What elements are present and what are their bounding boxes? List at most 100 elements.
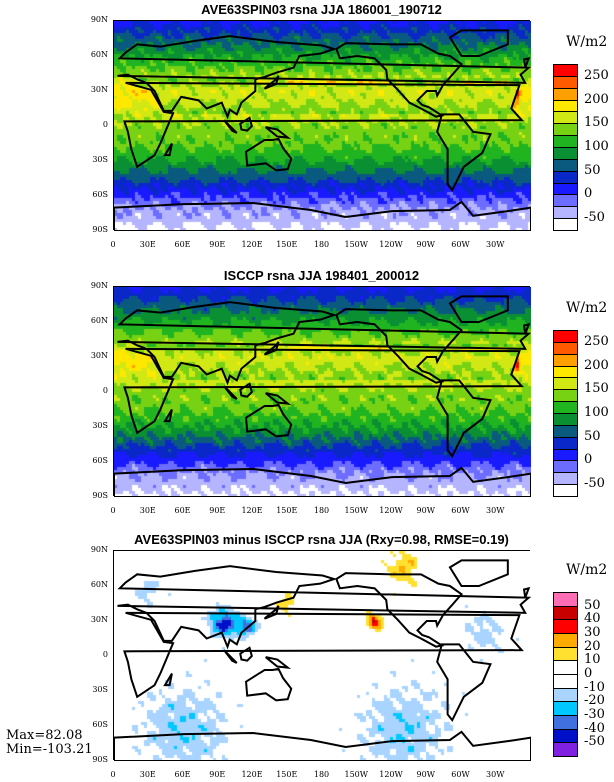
coastline-australia xyxy=(245,667,293,702)
colorbar-box xyxy=(553,633,578,648)
coastline-newguinea xyxy=(265,392,292,406)
colorbar-units: W/m2 xyxy=(566,300,608,316)
coastline-borneo xyxy=(239,116,253,132)
map-panel-2 xyxy=(113,286,531,497)
colorbar-box xyxy=(553,646,578,662)
colorbar-label: 30 xyxy=(584,625,601,640)
x-tick-label: 60E xyxy=(174,240,191,249)
colorbar-box xyxy=(553,742,578,757)
y-tick-label: 90N xyxy=(90,15,108,24)
x-tick-label: 60W xyxy=(451,770,470,779)
colorbar-units: W/m2 xyxy=(566,34,608,50)
colorbar-label: -50 xyxy=(584,734,605,750)
colorbar-label: -50 xyxy=(584,210,605,226)
coastlines xyxy=(114,295,531,497)
x-tick-label: 150W xyxy=(344,240,369,249)
x-tick-label: 150E xyxy=(276,240,298,249)
colorbar-label: 0 xyxy=(584,666,593,681)
x-tick-label: 30E xyxy=(139,770,156,779)
colorbar-units: W/m2 xyxy=(566,562,608,578)
coastline-greenland xyxy=(448,559,509,587)
x-tick-label: 60E xyxy=(174,506,191,515)
y-tick-label: 0 xyxy=(102,650,108,659)
x-tick-label: 60E xyxy=(174,770,191,779)
x-tick-label: 90W xyxy=(416,770,435,779)
coastline-eurasia xyxy=(117,565,531,650)
coastline-australia xyxy=(245,403,293,438)
coastline-africa xyxy=(123,347,524,435)
y-tick-label: 30S xyxy=(92,155,108,164)
coastline-greenland xyxy=(448,29,509,57)
coastline-sumatra xyxy=(223,385,238,400)
x-tick-label: 90W xyxy=(416,506,435,515)
y-tick-label: 90S xyxy=(92,491,108,500)
x-tick-label: 90E xyxy=(209,770,226,779)
colorbar-label: 20 xyxy=(584,638,601,654)
colorbar-box xyxy=(553,218,578,231)
x-tick-label: 60W xyxy=(451,506,470,515)
x-tick-label: 120W xyxy=(379,506,403,515)
x-tick-label: 90E xyxy=(209,240,226,249)
coastline-antarctica xyxy=(114,200,531,231)
stat-min: Min=-103.21 xyxy=(6,742,93,757)
y-tick-label: 30N xyxy=(90,351,108,360)
colorbar-label: -50 xyxy=(584,476,605,492)
x-tick-label: 120E xyxy=(241,506,263,515)
colorbar-label: 50 xyxy=(584,162,601,178)
colorbar-label: 200 xyxy=(584,91,609,107)
colorbar-box xyxy=(553,484,578,497)
x-tick-label: 30W xyxy=(486,240,505,249)
coastlines xyxy=(114,29,531,231)
coastline-samerica xyxy=(436,113,492,193)
x-tick-label: 180 xyxy=(313,240,330,249)
x-tick-label: 150E xyxy=(276,770,298,779)
coastline-newguinea xyxy=(265,656,292,670)
x-tick-label: 30W xyxy=(486,506,505,515)
coastline-uk xyxy=(522,322,531,335)
y-tick-label: 0 xyxy=(102,386,108,395)
coastline-africa xyxy=(123,81,524,169)
coastline-sumatra xyxy=(223,649,238,664)
coastline-samerica xyxy=(436,643,492,723)
coastline-namerica xyxy=(335,42,463,118)
x-tick-label: 0 xyxy=(110,506,116,515)
coastline-namerica xyxy=(335,308,463,384)
x-tick-label: 180 xyxy=(313,770,330,779)
coastline-japan xyxy=(263,75,280,90)
coastline-borneo xyxy=(239,382,253,398)
x-tick-label: 90E xyxy=(209,506,226,515)
y-tick-label: 30S xyxy=(92,685,108,694)
colorbar-box xyxy=(553,728,578,744)
plot-title: AVE63SPIN03 minus ISCCP rsna JJA (Rxy=0.… xyxy=(134,532,509,547)
x-tick-label: 90W xyxy=(416,240,435,249)
stat-max: Max=82.08 xyxy=(6,728,83,743)
y-tick-label: 90S xyxy=(92,225,108,234)
x-tick-label: 0 xyxy=(110,770,116,779)
map-panel-3 xyxy=(113,550,531,761)
plot-title: ISCCP rsna JJA 198401_200012 xyxy=(223,268,420,283)
colorbar-label: 10 xyxy=(584,652,601,668)
coastline-newguinea xyxy=(265,126,292,140)
coastline-sumatra xyxy=(223,119,238,134)
y-tick-label: 90N xyxy=(90,281,108,290)
colorbar-box xyxy=(553,701,578,716)
coastline-africa xyxy=(123,611,524,699)
colorbar-box xyxy=(553,687,578,703)
x-tick-label: 180 xyxy=(313,506,330,515)
x-tick-label: 120E xyxy=(241,770,263,779)
colorbar-label: 250 xyxy=(584,67,609,83)
x-tick-label: 150W xyxy=(344,506,369,515)
y-tick-label: 30S xyxy=(92,421,108,430)
y-tick-label: 60S xyxy=(92,720,108,729)
coastline-uk xyxy=(522,56,531,69)
coastline-samerica xyxy=(436,379,492,459)
x-tick-label: 30E xyxy=(139,506,156,515)
y-tick-label: 90N xyxy=(90,545,108,554)
coastline-antarctica xyxy=(114,730,531,761)
x-tick-label: 150W xyxy=(344,770,369,779)
x-tick-label: 120W xyxy=(379,770,403,779)
coastline-eurasia xyxy=(117,301,531,386)
coastline-greenland xyxy=(448,295,509,323)
colorbar-box xyxy=(553,674,578,689)
y-tick-label: 60S xyxy=(92,190,108,199)
